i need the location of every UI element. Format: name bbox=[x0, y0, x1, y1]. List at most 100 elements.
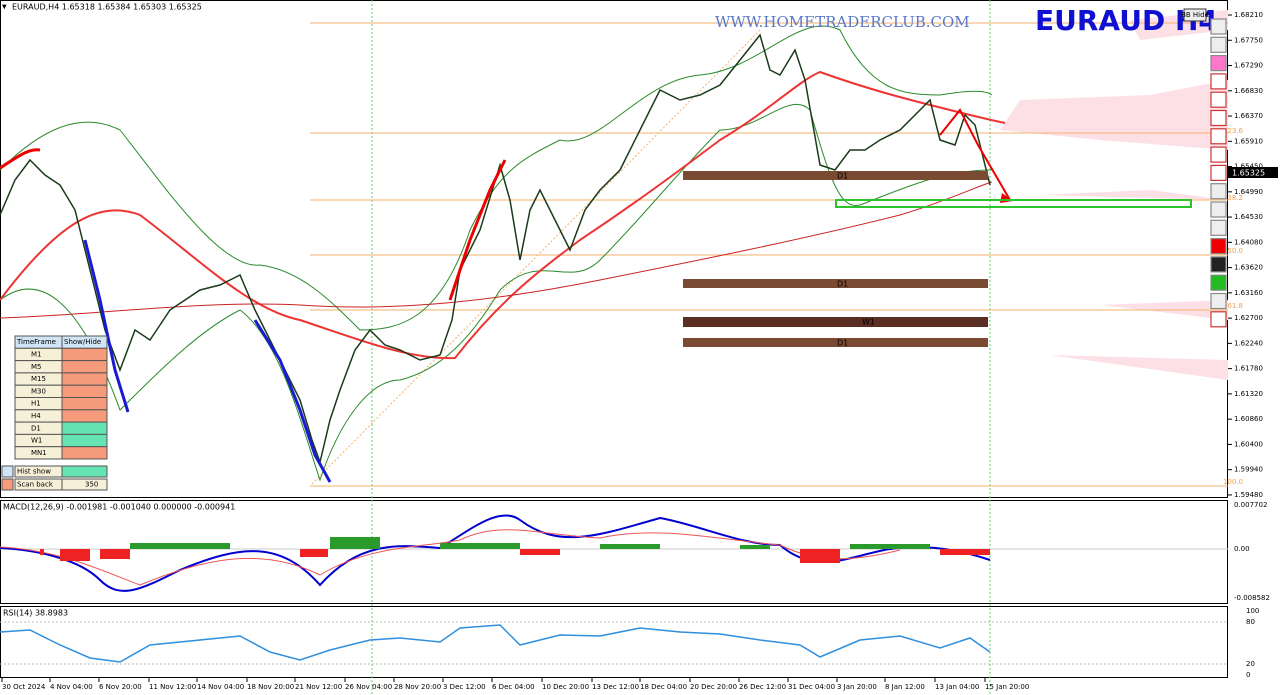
time-label: 6 Dec 04:00 bbox=[492, 683, 535, 691]
watermark: WWW.HOMETRADERCLUB.COM bbox=[715, 13, 970, 31]
current-price-box bbox=[1228, 167, 1278, 178]
time-label: 13 Jan 04:00 bbox=[935, 683, 979, 691]
price-label: 1.62240 bbox=[1234, 339, 1263, 347]
current-price: 1.65325 bbox=[1232, 169, 1265, 178]
price-label: 1.64530 bbox=[1234, 213, 1263, 221]
tf-toggle[interactable] bbox=[61, 360, 108, 374]
zone bbox=[683, 338, 988, 347]
scan-back-label: Scan back bbox=[17, 481, 54, 489]
tool-button[interactable] bbox=[1210, 183, 1227, 200]
time-label: 14 Nov 04:00 bbox=[197, 683, 244, 691]
fib-label: 23.6 bbox=[1227, 127, 1243, 135]
menu-arrow[interactable]: ▼ bbox=[2, 4, 7, 11]
trend-down-a bbox=[83, 239, 130, 413]
zone-label: D1 bbox=[837, 339, 848, 348]
tf-toggle[interactable] bbox=[61, 347, 108, 362]
rsi-axis-label: 80 bbox=[1246, 618, 1255, 626]
hist-toggle[interactable] bbox=[61, 465, 108, 478]
tool-button[interactable] bbox=[1210, 36, 1227, 53]
zone bbox=[683, 279, 988, 288]
tool-button[interactable] bbox=[1210, 54, 1227, 72]
tf-header: Show/Hide bbox=[64, 338, 101, 346]
macd-label: MACD(12,26,9) -0.001981 -0.001040 0.0000… bbox=[3, 503, 235, 512]
main-panel bbox=[0, 0, 1228, 498]
zone-label: D1 bbox=[837, 172, 848, 181]
target-zone bbox=[835, 199, 1192, 208]
bb-hide-button[interactable] bbox=[1183, 8, 1207, 22]
fib-label: 38.2 bbox=[1227, 194, 1243, 202]
tool-button[interactable] bbox=[1210, 109, 1227, 127]
tf-name: M1 bbox=[31, 350, 42, 358]
time-label: 10 Dec 20:00 bbox=[542, 683, 589, 691]
price-label: 1.68210 bbox=[1234, 11, 1263, 19]
tf-toggle[interactable] bbox=[61, 433, 108, 448]
projection-arrow bbox=[939, 108, 1011, 201]
tool-button[interactable] bbox=[1210, 238, 1227, 255]
price-label: 1.60860 bbox=[1234, 415, 1263, 423]
tf-name: H4 bbox=[31, 412, 41, 420]
hist-show: Hist show bbox=[17, 468, 51, 476]
zone-label: D1 bbox=[837, 280, 848, 289]
tool-button[interactable] bbox=[1210, 73, 1227, 90]
price-label: 1.67290 bbox=[1234, 62, 1263, 70]
price-label: 1.61320 bbox=[1234, 390, 1263, 398]
ma-long bbox=[0, 181, 993, 319]
time-label: 15 Jan 20:00 bbox=[985, 683, 1029, 691]
time-label: 18 Dec 04:00 bbox=[640, 683, 687, 691]
tool-button[interactable] bbox=[1210, 201, 1227, 218]
bollinger-lower bbox=[0, 103, 993, 482]
tool-button[interactable] bbox=[1210, 128, 1227, 145]
fib-label: 50.0 bbox=[1227, 247, 1243, 255]
tf-name: W1 bbox=[31, 437, 42, 445]
zone-label: W1 bbox=[862, 318, 875, 327]
tf-toggle[interactable] bbox=[61, 409, 108, 423]
fib-label: 61.8 bbox=[1227, 302, 1243, 310]
tf-toggle[interactable] bbox=[61, 384, 108, 399]
scan-value-cell[interactable] bbox=[61, 478, 108, 491]
hist-icon[interactable] bbox=[1, 465, 14, 478]
time-label: 6 Nov 20:00 bbox=[99, 683, 142, 691]
tool-button[interactable] bbox=[1210, 256, 1227, 273]
tf-name: H1 bbox=[31, 400, 41, 408]
rsi-axis-label: 100 bbox=[1246, 607, 1259, 615]
scan-back-value: 350 bbox=[85, 481, 98, 489]
price-label: 1.62700 bbox=[1234, 314, 1263, 322]
tf-toggle[interactable] bbox=[61, 421, 108, 435]
scan-icon[interactable] bbox=[1, 478, 14, 491]
macd-panel bbox=[0, 500, 1228, 604]
tool-button[interactable] bbox=[1210, 164, 1227, 181]
bb-hide-label[interactable]: BB Hide bbox=[1181, 11, 1209, 19]
price-line bbox=[0, 33, 991, 465]
time-label: 11 Nov 12:00 bbox=[149, 683, 196, 691]
tool-button[interactable] bbox=[1210, 219, 1227, 236]
time-label: 21 Nov 12:00 bbox=[295, 683, 342, 691]
volume-profile bbox=[1000, 80, 1228, 380]
tf-toggle[interactable] bbox=[61, 446, 108, 460]
tool-button[interactable] bbox=[1210, 91, 1227, 108]
signal-line bbox=[0, 529, 901, 586]
tf-toggle[interactable] bbox=[61, 397, 108, 411]
price-label: 1.64990 bbox=[1234, 188, 1263, 196]
ma-slow bbox=[0, 70, 1006, 360]
price-label: 1.66370 bbox=[1234, 112, 1263, 120]
tool-button[interactable] bbox=[1210, 18, 1227, 35]
tool-button[interactable] bbox=[1210, 292, 1227, 310]
price-label: 1.65910 bbox=[1234, 137, 1263, 145]
price-label: 1.63160 bbox=[1234, 289, 1263, 297]
symbol-info: EURAUD,H4 1.65318 1.65384 1.65303 1.6532… bbox=[12, 3, 202, 12]
tool-button[interactable] bbox=[1210, 311, 1227, 328]
tf-name: MN1 bbox=[31, 449, 47, 457]
price-label: 1.63620 bbox=[1234, 264, 1263, 272]
time-label: 20 Dec 20:00 bbox=[690, 683, 737, 691]
time-label: 3 Jan 20:00 bbox=[837, 683, 877, 691]
time-label: 30 Oct 2024 bbox=[2, 683, 46, 691]
tool-button[interactable] bbox=[1210, 274, 1227, 291]
rsi-axis-label: 0 bbox=[1246, 671, 1250, 679]
tool-button[interactable] bbox=[1210, 146, 1227, 163]
time-label: 3 Dec 12:00 bbox=[443, 683, 486, 691]
macd-axis-label: 0.00 bbox=[1234, 545, 1250, 553]
time-label: 31 Dec 04:00 bbox=[788, 683, 835, 691]
tf-toggle[interactable] bbox=[61, 372, 108, 386]
time-label: 18 Nov 20:00 bbox=[247, 683, 294, 691]
